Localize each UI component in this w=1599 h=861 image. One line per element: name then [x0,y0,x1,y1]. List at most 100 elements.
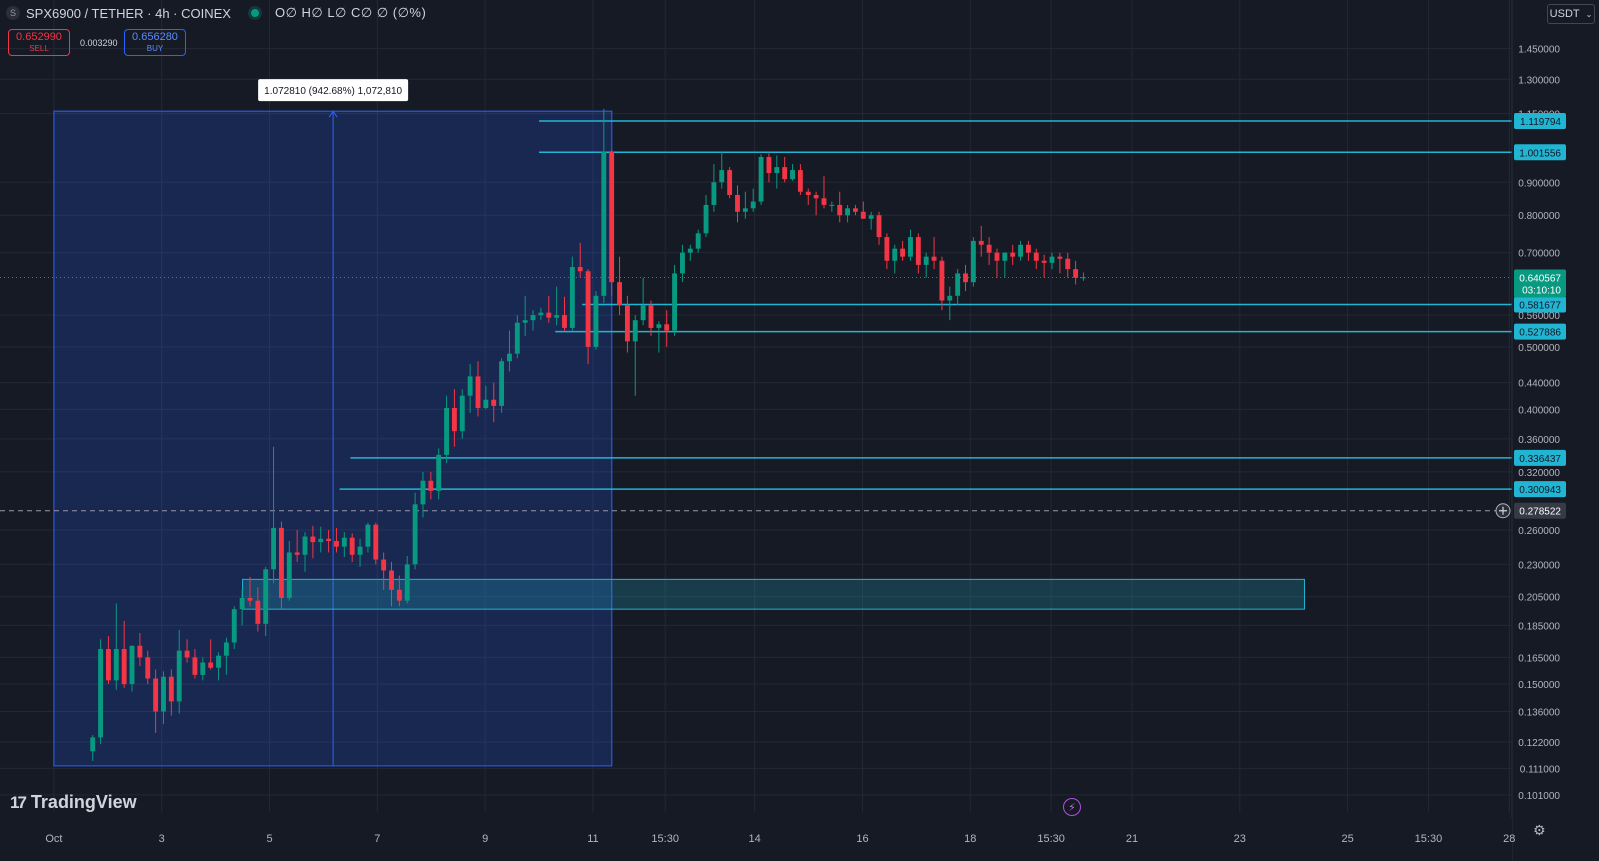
candle-body [106,649,111,681]
candle-body [302,536,308,555]
candle-body [491,399,497,406]
currency-select[interactable]: USDT ⌄ [1547,4,1595,24]
price-tick-label: 0.800000 [1518,211,1560,222]
candle-body [1041,260,1047,263]
candle-body [538,312,544,316]
price-tick-label: 0.260000 [1518,526,1560,537]
candle-body [365,524,371,547]
candle-body [947,295,953,301]
tradingview-logo[interactable]: 17 TradingView [10,792,137,813]
candle-body [986,244,992,253]
symbol-icon[interactable]: S [6,6,20,20]
gear-icon[interactable]: ⚙ [1533,822,1546,838]
time-tick-label: 11 [587,833,598,845]
crosshair-price-label: 0.278522 [1519,507,1561,518]
level-price-label-bg [1514,481,1566,498]
candle-body [908,237,913,257]
candle-body [609,151,615,283]
candle-body [341,537,347,547]
measure-range-label-bg [258,79,409,102]
measure-range[interactable]: 1.072810 (942.68%) 1,072,810 [53,79,613,767]
candle-body [994,252,1000,261]
candle-body [601,151,607,296]
candle-body [656,324,662,328]
candle-body [1010,252,1016,257]
candle-body [680,252,685,274]
candle-body [711,182,717,205]
candle-body [632,320,638,342]
sell-label: SELL [29,43,49,53]
price-tick-label: 0.900000 [1518,178,1560,189]
symbol-title[interactable]: SPX6900 / TETHER · 4h · COINEX [26,5,231,21]
candle-body [970,240,976,283]
candle-body [829,204,835,206]
candle-body [129,645,135,685]
candle-body [931,256,937,261]
candle-body [514,322,520,354]
time-tick-label: 25 [1341,833,1353,845]
time-tick-label: 15:30 [1037,833,1065,845]
candle-body [750,201,756,209]
candle-body [231,609,237,643]
candle-body [499,361,505,406]
candle-body [294,552,300,555]
candle-body [1018,244,1023,257]
sell-button[interactable]: 0.652990 SELL [8,29,70,56]
current-price-label: 0.640567 [1519,273,1561,284]
candle-body [1081,277,1086,279]
candle-body [727,170,733,195]
price-tick-label: 0.230000 [1518,560,1560,571]
price-tick-label: 0.111000 [1520,764,1561,775]
tradingview-wordmark: TradingView [30,792,137,812]
candle-body [813,194,819,199]
price-tick-label: 0.185000 [1518,621,1560,632]
price-tick-label: 0.205000 [1518,593,1560,604]
candle-body [451,407,457,432]
level-price-label-bg [1514,296,1566,313]
time-tick-label: 3 [159,833,165,845]
time-tick-label: 15:30 [651,833,679,845]
candle-body [255,600,261,624]
candle-body [1065,258,1071,270]
candle-countdown-label: 03:10:10 [1522,285,1561,296]
candle-body [923,256,929,265]
candle-body [577,267,583,272]
candle-body [349,537,355,555]
candle-body [774,167,780,174]
time-tick-label: Oct [45,833,62,845]
level-price-label: 1.119794 [1520,117,1561,128]
lightning-icon[interactable]: ⚡ [1063,798,1081,816]
candle-body [782,167,788,180]
candle-body [758,156,764,202]
plus-icon [1499,506,1507,515]
candle-body [176,650,182,702]
buy-button[interactable]: 0.656280 BUY [124,29,186,56]
time-axis-bg [0,818,1512,861]
candle-body [955,273,961,296]
candle-body [420,480,426,505]
level-price-label-bg [1514,144,1566,161]
candle-body [98,649,104,738]
candle-body [507,353,512,362]
candle-body [318,538,324,543]
level-price-label: 0.527886 [1519,328,1561,339]
horizontal-levels[interactable] [0,120,1512,519]
candle-body [821,198,827,205]
candle-body [483,399,489,408]
tradingview-mark: 17 [10,792,27,812]
candle-body [837,204,843,216]
price-tick-label: 0.440000 [1518,379,1560,390]
candle-body [145,657,151,679]
chart-header: S SPX6900 / TETHER · 4h · COINEX O∅ H∅ L… [6,5,426,21]
demand-zone[interactable] [242,578,1305,610]
candle-body [216,655,221,668]
candle-body [664,324,670,331]
candle-body [428,480,434,491]
axis-labels: 1.119794 1.001556 0.581677 0.527886 0.336437… [1514,113,1566,519]
market-status-icon [250,9,259,17]
candle-body [263,569,269,624]
candle-body [113,649,119,681]
candle-body [703,204,709,234]
candle-body [939,260,945,301]
